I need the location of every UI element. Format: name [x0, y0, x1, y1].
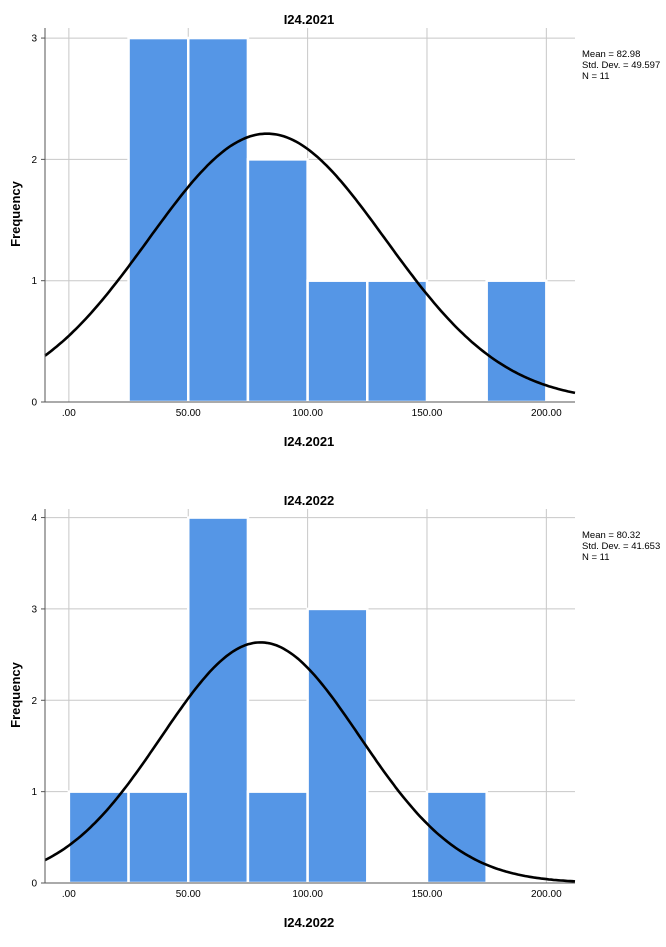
y-axis-label: Frequency: [8, 180, 23, 247]
normal-curve: [44, 132, 576, 395]
x-tick-label: .00: [62, 408, 76, 419]
histogram-bar: [425, 790, 488, 885]
y-tick-label: 3: [31, 34, 37, 45]
stats-mean: Mean = 82.98: [582, 49, 640, 60]
histogram-chart-2: 0 1 2 3 4 .00 50.00 100.00 150.00 200.00 I24.2022…: [0, 481, 666, 947]
y-tick-label: 0: [31, 879, 37, 890]
stats-n: N = 11: [582, 71, 610, 82]
y-tick-label: 1: [31, 276, 37, 287]
plot-area: 0 1 2 3 4 .00 50.00 100.00 150.00 200.00: [31, 509, 576, 900]
histogram-chart-1: 0 1 2 3.00 50.00 100.00 150.00 200.00 I24.2021 …: [0, 0, 666, 466]
x-tick-label: 200.00: [531, 408, 562, 419]
x-tick-label: 100.00: [292, 889, 323, 900]
x-tick-label: 100.00: [292, 408, 323, 419]
x-tick-label: 50.00: [176, 889, 201, 900]
histogram-bar: [246, 790, 309, 885]
y-tick-label: 2: [31, 155, 37, 166]
histogram-svg-2: 0 1 2 3 4 .00 50.00 100.00 150.00 200.00 I24.2022…: [8, 493, 660, 930]
chart-title: I24.2021: [284, 12, 335, 27]
histogram-bar: [366, 279, 429, 404]
y-tick-label: 3: [31, 604, 37, 615]
stats-mean: Mean = 80.32: [582, 530, 640, 541]
stats-n: N = 11: [582, 552, 610, 563]
histogram-bar: [186, 516, 250, 885]
x-tick-label: .00: [62, 889, 76, 900]
histogram-bar: [485, 279, 548, 404]
stats-std-dev: Std. Dev. = 41.653: [582, 541, 660, 552]
y-tick-label: 4: [31, 513, 37, 524]
y-tick-label: 2: [31, 696, 37, 707]
histogram-bar: [127, 790, 190, 885]
stats-std-dev: Std. Dev. = 49.597: [582, 60, 660, 71]
normal-curve: [44, 641, 576, 883]
x-tick-label: 50.00: [176, 408, 201, 419]
x-tick-label: 150.00: [412, 408, 443, 419]
histogram-bar: [246, 158, 309, 404]
x-axis-label: I24.2022: [284, 915, 335, 930]
x-axis-label: I24.2021: [284, 434, 335, 449]
y-tick-label: 0: [31, 398, 37, 409]
plot-area: 0 1 2 3 .00 50.00 100.00 150.00 200.00: [31, 28, 576, 419]
histogram-bar: [186, 36, 250, 404]
histogram-bar: [306, 279, 369, 404]
x-tick-label: 200.00: [531, 889, 562, 900]
y-tick-label: 1: [31, 787, 37, 798]
histogram-bar: [127, 36, 190, 404]
chart-title: I24.2022: [284, 493, 335, 508]
y-axis-label: Frequency: [8, 661, 23, 728]
histogram-bar: [306, 607, 369, 885]
x-tick-label: 150.00: [412, 889, 443, 900]
